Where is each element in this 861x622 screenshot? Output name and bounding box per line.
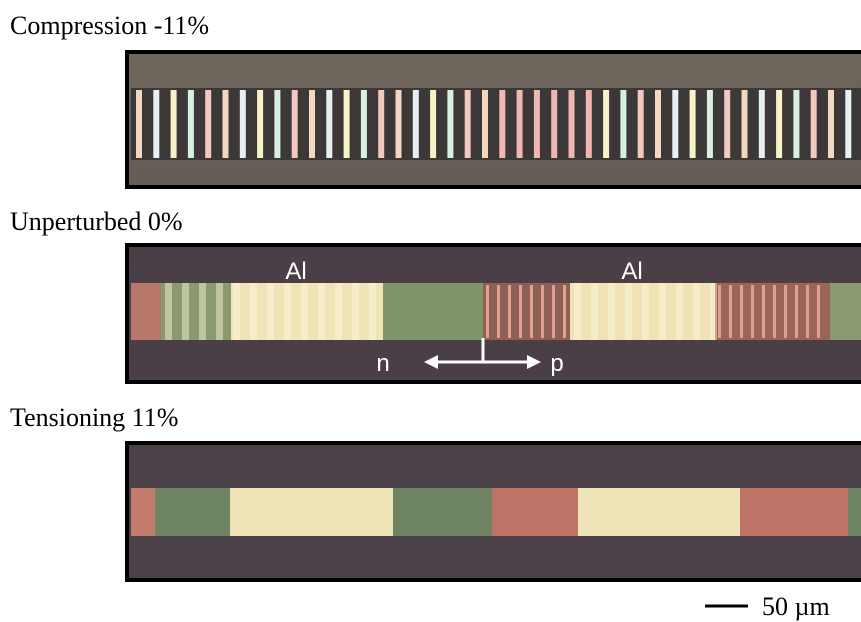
stripe xyxy=(447,90,453,158)
annotation: n xyxy=(376,350,389,377)
stripe xyxy=(551,90,557,158)
annotation: Al xyxy=(285,258,306,285)
stripe xyxy=(672,90,678,158)
stripe xyxy=(784,285,787,338)
stripe xyxy=(655,90,661,158)
stripe xyxy=(292,90,298,158)
stripe xyxy=(369,283,376,340)
stripe xyxy=(344,90,350,158)
figure: Compression -11% Unperturbed 0% Al Al n … xyxy=(0,0,861,622)
stripe xyxy=(534,90,540,158)
stripe xyxy=(199,283,206,340)
annotation: Al xyxy=(621,258,642,285)
stripe xyxy=(223,90,229,158)
stripe xyxy=(530,285,533,338)
stripe xyxy=(335,283,342,340)
stripe xyxy=(793,90,799,158)
stripe xyxy=(828,90,834,158)
stripe xyxy=(563,285,566,338)
micrograph-2: Al Al n p xyxy=(127,245,861,382)
stripe xyxy=(806,285,809,338)
stripe xyxy=(742,90,748,158)
stripe xyxy=(795,285,798,338)
stripe xyxy=(250,283,257,340)
stripe xyxy=(499,90,505,158)
stripe xyxy=(762,285,765,338)
stripe xyxy=(552,285,555,338)
stripe xyxy=(625,283,632,340)
stripe xyxy=(284,283,291,340)
stripe xyxy=(318,283,325,340)
stripe xyxy=(465,90,471,158)
stripe xyxy=(205,90,211,158)
stripe xyxy=(751,285,754,338)
stripe xyxy=(659,283,666,340)
stripe xyxy=(274,90,280,158)
stripe xyxy=(603,90,609,158)
stripe xyxy=(301,283,308,340)
stripe xyxy=(620,90,626,158)
stripe xyxy=(718,285,721,338)
stripe xyxy=(309,90,315,158)
stripe xyxy=(486,285,489,338)
stripe xyxy=(396,90,402,158)
annotation: p xyxy=(550,350,563,377)
stripe xyxy=(233,283,240,340)
stripe xyxy=(759,90,765,158)
stripe xyxy=(413,90,419,158)
stripe xyxy=(574,283,581,340)
stripe xyxy=(216,283,223,340)
stripe xyxy=(690,90,696,158)
stripe xyxy=(710,283,717,340)
stripe xyxy=(676,283,683,340)
stripe xyxy=(188,90,194,158)
stripe xyxy=(724,90,730,158)
stripe xyxy=(707,90,713,158)
micrograph-1 xyxy=(127,52,861,187)
stripe xyxy=(740,285,743,338)
stripe xyxy=(361,90,367,158)
stripe xyxy=(482,90,488,158)
stripe xyxy=(153,90,159,158)
stripe xyxy=(541,285,544,338)
stripe xyxy=(569,90,575,158)
stripe xyxy=(171,90,177,158)
stripe xyxy=(773,285,776,338)
stripe xyxy=(693,283,700,340)
stripe xyxy=(591,283,598,340)
stripe xyxy=(508,285,511,338)
stripe xyxy=(811,90,817,158)
stripe xyxy=(608,283,615,340)
stripe xyxy=(638,90,644,158)
stripe xyxy=(817,285,820,338)
scale-label: 50 µm xyxy=(762,592,830,621)
stripe xyxy=(257,90,263,158)
micrograph-3 xyxy=(127,443,861,580)
panel-label: Compression -11% xyxy=(10,11,209,40)
stripe xyxy=(352,283,359,340)
stripe xyxy=(378,90,384,158)
stripe xyxy=(240,90,246,158)
stripe xyxy=(326,90,332,158)
stripe xyxy=(642,283,649,340)
panel-label: Unperturbed 0% xyxy=(10,207,183,236)
stripe xyxy=(586,90,592,158)
stripe xyxy=(136,90,142,158)
stripe xyxy=(845,90,851,158)
stripe xyxy=(519,285,522,338)
stripe xyxy=(497,285,500,338)
stripe xyxy=(776,90,782,158)
stripe xyxy=(267,283,274,340)
stripe xyxy=(430,90,436,158)
stripe xyxy=(165,283,172,340)
panel-label: Tensioning 11% xyxy=(10,403,178,432)
stripe xyxy=(182,283,189,340)
stripe xyxy=(517,90,523,158)
stripe xyxy=(729,285,732,338)
